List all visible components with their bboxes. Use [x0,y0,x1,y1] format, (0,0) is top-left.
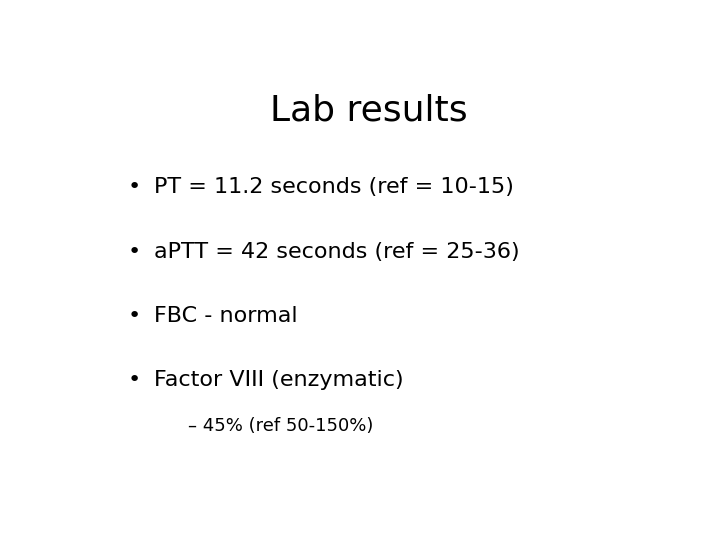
Text: FBC - normal: FBC - normal [154,306,298,326]
Text: PT = 11.2 seconds (ref = 10-15): PT = 11.2 seconds (ref = 10-15) [154,177,514,197]
Text: Factor VIII (enzymatic): Factor VIII (enzymatic) [154,370,404,390]
Text: •: • [128,241,141,261]
Text: aPTT = 42 seconds (ref = 25-36): aPTT = 42 seconds (ref = 25-36) [154,241,520,261]
Text: •: • [128,306,141,326]
Text: Lab results: Lab results [270,94,468,128]
Text: •: • [128,177,141,197]
Text: •: • [128,370,141,390]
Text: – 45% (ref 50-150%): – 45% (ref 50-150%) [188,417,373,435]
